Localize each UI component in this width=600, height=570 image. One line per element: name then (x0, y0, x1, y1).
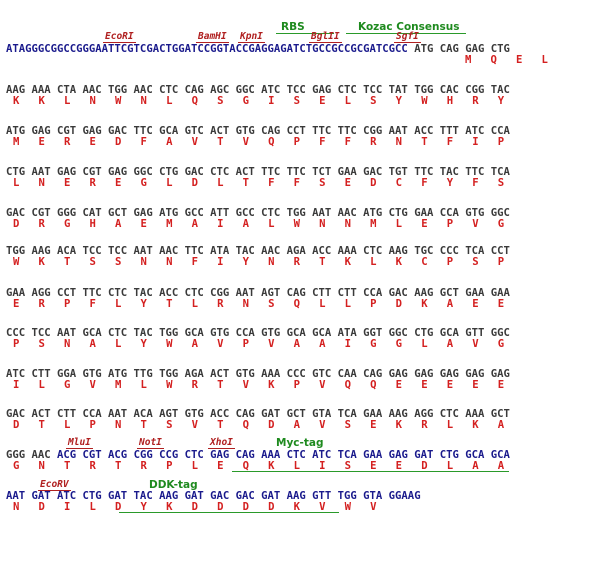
aa-line: I L G V M L W R T V K P V Q Q E E E E E (13, 379, 505, 391)
dna-insert-tail: GGG AAC (6, 449, 58, 461)
site-xhoi: XhoI (208, 437, 235, 449)
site-bglii: BglII (309, 31, 342, 43)
header-dna-insert: ATG CAG GAG CTG (407, 43, 510, 55)
site-bamhi: BamHI (196, 31, 229, 43)
dna-line: ATG GAG CGT GAG GAC TTC GCA GTC ACT GTG … (6, 125, 510, 137)
rbs-label: RBS (281, 21, 305, 33)
aa-line: D T L P N T S V T Q D A V S E K R L K A (13, 419, 505, 431)
header-dna-vector: ATAGGGCGGCCGGGAATTCGTCGACTGGATCCGGTACCGA… (6, 43, 408, 55)
aa-line-cloning-site: G N T R T R P L E Q K L I S E E D L A A (13, 460, 505, 472)
aa-line: L N E R E G L D L T F F S E D C F Y F S (13, 177, 505, 189)
dna-line: CCC TCC AAT GCA CTC TAC TGG GCA GTG CCA … (6, 327, 510, 339)
site-kpni: KpnI (238, 31, 265, 43)
dna-line: TGG AAG ACA TCC TCC AAT AAC TTC ATA TAC … (6, 245, 510, 257)
dna-line: GAC CGT GGG CAT GCT GAG ATG GCC ATT GCC … (6, 207, 510, 219)
header-aa-line: M Q E L (465, 54, 548, 66)
dna-vector-mcs: ACG CGT ACG CGG CCG CTC GAG CAG AAA CTC … (57, 449, 510, 461)
site-sgfi: SgfI (394, 31, 421, 43)
site-ecori: EcoRI (103, 31, 136, 43)
dna-line-cloning-site: GGG AAC ACG CGT ACG CGG CCG CTC GAG CAG … (6, 449, 510, 461)
aa-line: K K L N W N L Q S G I S E L S Y W H R Y (13, 95, 505, 107)
aa-line: E R P F L Y T L R N S Q L L P D K A E E (13, 298, 505, 310)
rbs-underline (276, 33, 334, 34)
dna-line: CTG AAT GAG CGT GAG GGC CTG GAC CTC ACT … (6, 166, 510, 178)
kozac-underline (346, 33, 466, 34)
aa-line: W K T S S N N F I Y N R T K L K C P S P (13, 256, 505, 268)
site-ecorv: EcoRV (38, 479, 71, 491)
aa-line: D R G H A E M A I A L W N N M L E P V G (13, 218, 505, 230)
site-mlui: MluI (66, 437, 93, 449)
dna-line: ATC CTT GGA GTG ATG TTG TGG AGA ACT GTG … (6, 368, 510, 380)
ddk-tag-label: DDK-tag (149, 479, 198, 491)
aa-line: P S N A L Y W A V P V A A I G G L A V G (13, 338, 505, 350)
aa-line-ddk: N D I L D Y K D D D D K V W V (13, 501, 377, 513)
myc-tag-label: Myc-tag (276, 437, 324, 449)
header-dna-line: ATAGGGCGGCCGGGAATTCGTCGACTGGATCCGGTACCGA… (6, 43, 510, 55)
dna-line-ddk: AAT GAT ATC CTG GAT TAC AAG GAT GAC GAC … (6, 490, 421, 502)
kozac-label: Kozac Consensus (358, 21, 460, 33)
dna-line: GAA AGG CCT TTC CTC TAC ACC CTC CGG AAT … (6, 287, 510, 299)
dna-line: AAG AAA CTA AAC TGG AAC CTC CAG AGC GGC … (6, 84, 510, 96)
ddk-tag-underline (119, 512, 339, 513)
myc-tag-underline (232, 471, 509, 472)
dna-line: GAC ACT CTT CCA AAT ACA AGT GTG ACC CAG … (6, 408, 510, 420)
site-noti: NotI (137, 437, 164, 449)
aa-line: M E R E D F A V T V Q P F F R N T F I P (13, 136, 505, 148)
